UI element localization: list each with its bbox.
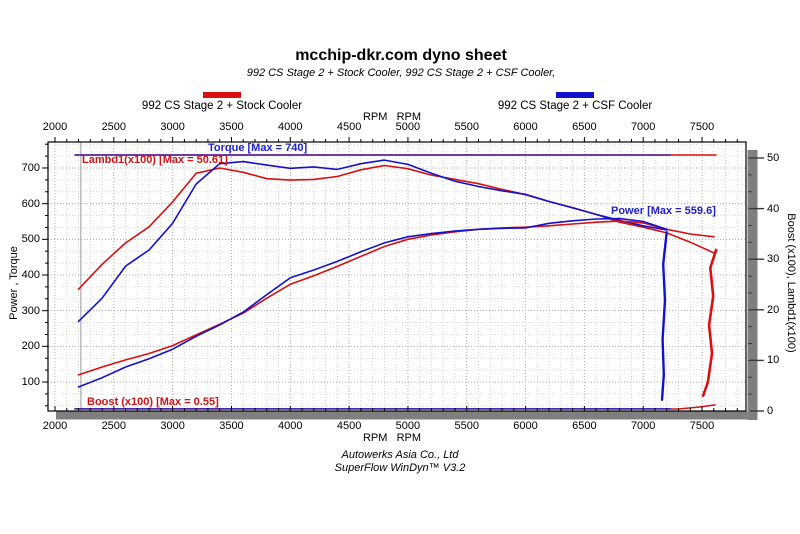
x-tick-top: 2500 (101, 121, 127, 133)
x-tick-top: 7000 (630, 121, 656, 133)
y-tick-right: 30 (767, 253, 780, 266)
x-tick-top: 2000 (42, 121, 68, 133)
legend-item-stock: 992 CS Stage 2 + Stock Cooler (72, 92, 372, 112)
page-subtitle: 992 CS Stage 2 + Stock Cooler, 992 CS St… (246, 67, 556, 79)
y-tick-left: 100 (21, 376, 40, 388)
legend-label-csf: 992 CS Stage 2 + CSF Cooler (497, 100, 653, 112)
x-tick-bottom: 7000 (630, 420, 656, 432)
x-tick-bottom: 2500 (101, 420, 127, 432)
x-tick-top: 7500 (689, 121, 715, 133)
x-axis-unit-top: RPM RPM (362, 111, 422, 123)
x-tick-top: 5500 (454, 121, 479, 133)
y-tick-left: 300 (21, 304, 40, 317)
x-tick-bottom: 5500 (454, 420, 479, 432)
x-tick-top: 6000 (513, 121, 538, 133)
x-tick-top: 3500 (219, 121, 244, 133)
y-tick-left: 700 (21, 161, 40, 174)
y-tick-left: 200 (21, 340, 40, 353)
x-tick-bottom: 6500 (572, 420, 597, 432)
footer-software: SuperFlow WinDyn™ V3.2 (334, 462, 466, 474)
x-tick-top: 4000 (278, 121, 303, 133)
y-tick-left: 600 (21, 197, 40, 210)
x-tick-bottom: 2000 (42, 420, 68, 432)
legend-swatch-stock-red (203, 92, 241, 98)
annotation-lambda-max: Lambd1(x100) [Max = 50.61] (82, 154, 228, 166)
x-tick-top: 3000 (160, 121, 185, 133)
y-tick-left: 400 (21, 268, 40, 281)
x-tick-bottom: 5000 (395, 420, 421, 432)
x-tick-bottom: 6000 (513, 420, 538, 432)
y-tick-right: 50 (767, 152, 780, 164)
legend-item-csf: 992 CS Stage 2 + CSF Cooler (425, 92, 725, 112)
x-tick-bottom: 4000 (278, 420, 303, 432)
x-tick-bottom: 3500 (219, 420, 244, 432)
y-tick-right: 40 (767, 202, 780, 215)
x-tick-top: 4500 (336, 121, 362, 133)
x-tick-top: 6500 (572, 121, 597, 133)
x-axis-unit-bottom: RPM RPM (362, 432, 422, 444)
annotation-power-max: Power [Max = 559.6] (611, 205, 716, 217)
y-tick-right: 0 (767, 405, 774, 417)
x-tick-top: 5000 (395, 121, 421, 133)
annotation-torque-max: Torque [Max = 740] (208, 142, 308, 154)
y-tick-right: 10 (767, 354, 780, 367)
page-title: mcchip-dkr.com dyno sheet (295, 47, 507, 64)
x-tick-bottom: 4500 (336, 420, 362, 432)
y-tick-left: 500 (21, 233, 40, 246)
annotation-boost-max: Boost (x100) [Max = 0.55] (87, 396, 219, 408)
legend-label-stock: 992 CS Stage 2 + Stock Cooler (141, 100, 303, 112)
x-tick-bottom: 7500 (689, 420, 715, 432)
footer-company: Autowerks Asia Co., Ltd (341, 449, 459, 461)
y-tick-right: 20 (767, 303, 780, 316)
legend-swatch-csf-blue (556, 92, 594, 98)
x-tick-bottom: 3000 (160, 420, 185, 432)
